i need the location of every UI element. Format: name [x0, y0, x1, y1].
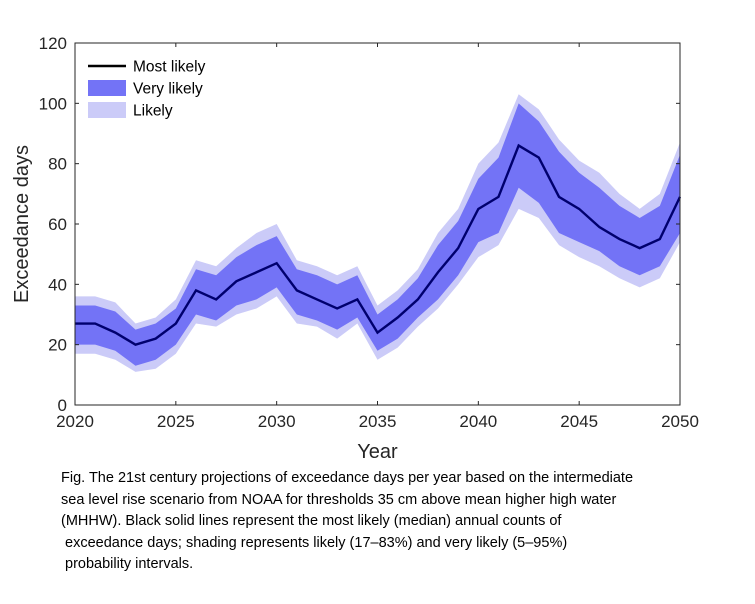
x-tick-label: 2050	[661, 412, 699, 431]
caption-line: sea level rise scenario from NOAA for th…	[61, 491, 617, 508]
y-tick-label: 100	[39, 94, 67, 113]
x-tick-label: 2040	[459, 412, 497, 431]
legend-label: Most likely	[133, 59, 206, 76]
y-tick-label: 40	[48, 275, 67, 294]
y-tick-label: 80	[48, 155, 67, 174]
exceedance-days-chart: 2020 2025 2030 2035 2040 2045 2050020406080100…	[11, 34, 699, 463]
x-tick-label: 2035	[359, 412, 397, 431]
caption-line: probability intervals.	[61, 556, 194, 572]
legend-label: Likely	[133, 103, 173, 120]
y-tick-label: 20	[48, 336, 67, 355]
figure-caption: Fig. The 21st century projections of exc…	[61, 468, 741, 576]
series-line-most-likely	[75, 143, 682, 346]
legend-swatch-patch	[88, 102, 126, 118]
caption-line: (MHHW). Black solid lines represent the …	[61, 513, 562, 529]
y-tick-label: 120	[39, 34, 67, 53]
x-tick-label: 2020	[56, 412, 94, 431]
legend: Most likely Very likely Likely	[88, 59, 206, 120]
x-tick-label: 2045	[560, 412, 598, 431]
y-tick-label: 0	[58, 396, 67, 415]
x-tick-label: 2025	[157, 412, 195, 431]
band-very-likely	[75, 103, 680, 366]
x-tick-label: 2030	[258, 412, 296, 431]
x-axis-title: Year	[357, 441, 398, 463]
y-axis-title: Exceedance days	[11, 145, 33, 303]
y-tick-label: 60	[48, 215, 67, 234]
caption-line: Fig. The 21st century projections of exc…	[61, 470, 634, 486]
legend-swatch-patch	[88, 80, 126, 96]
caption-line: exceedance days; shading represents like…	[61, 534, 568, 551]
legend-label: Very likely	[133, 81, 203, 98]
